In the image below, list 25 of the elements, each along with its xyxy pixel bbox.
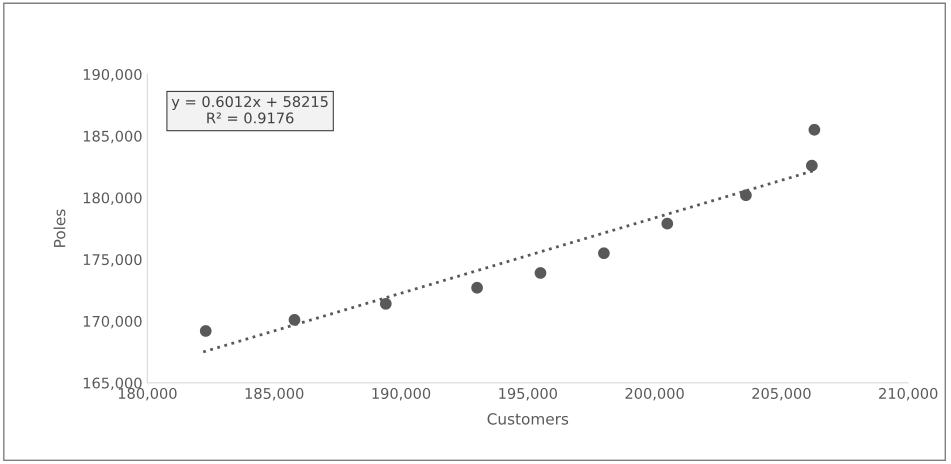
x-tick-label: 195,000 (499, 388, 557, 400)
x-tick-label: 190,000 (372, 388, 430, 400)
x-tick-label: 210,000 (879, 388, 938, 400)
point (288, 314, 300, 326)
point (534, 267, 546, 279)
y-tick-label: 170,000 (84, 316, 142, 328)
x-tick-label: 205,000 (752, 388, 811, 400)
y-tick-label: 175,000 (84, 254, 142, 267)
x-tick-label: 180,000 (118, 388, 177, 400)
x-axis-title: Customers (488, 413, 568, 425)
point (740, 189, 752, 202)
point (808, 124, 820, 136)
point (806, 160, 818, 172)
y-tick-label: 180,000 (84, 192, 142, 205)
point (661, 218, 674, 230)
y-axis-title: Poles (54, 209, 66, 247)
point (380, 298, 392, 310)
y-tick-label: 190,000 (84, 68, 142, 82)
point (598, 247, 610, 260)
x-tick-label: 200,000 (626, 388, 684, 400)
point (471, 282, 483, 294)
x-tick-label: 185,000 (246, 388, 304, 400)
y-tick-label: 185,000 (84, 130, 142, 144)
annotation: y = 0.6012x + 58215 R² = 0.9176 (172, 96, 328, 124)
point (200, 325, 212, 337)
